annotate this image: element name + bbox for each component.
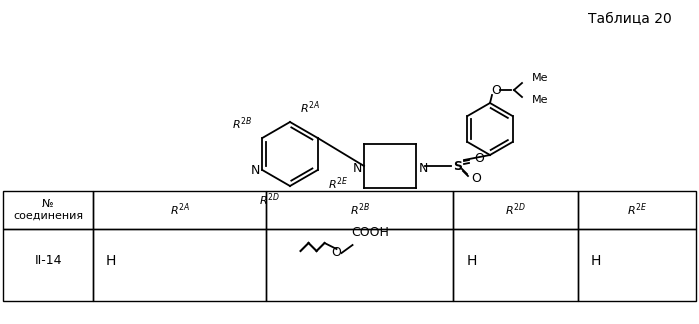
Text: $R^{2A}$: $R^{2A}$ bbox=[170, 202, 190, 218]
Text: S: S bbox=[454, 159, 463, 172]
Text: O: O bbox=[471, 172, 481, 186]
Bar bbox=[578, 229, 696, 301]
Bar bbox=[454, 229, 578, 301]
Text: II-14: II-14 bbox=[34, 254, 62, 268]
Text: №
соединения: № соединения bbox=[13, 199, 83, 221]
Text: Me: Me bbox=[532, 95, 549, 105]
Text: N: N bbox=[352, 161, 361, 175]
Bar bbox=[266, 229, 454, 301]
Bar bbox=[266, 191, 454, 229]
Text: N: N bbox=[251, 164, 260, 177]
Text: O: O bbox=[331, 247, 342, 260]
Bar bbox=[93, 229, 266, 301]
Text: N: N bbox=[418, 161, 428, 175]
Bar bbox=[3, 191, 93, 229]
Text: $R^{2D}$: $R^{2D}$ bbox=[505, 202, 526, 218]
Text: $R^{2E}$: $R^{2E}$ bbox=[627, 202, 647, 218]
Bar bbox=[578, 191, 696, 229]
Text: Таблица 20: Таблица 20 bbox=[588, 12, 672, 26]
Text: O: O bbox=[491, 84, 501, 97]
Text: Me: Me bbox=[532, 73, 549, 83]
Text: $R^{2B}$: $R^{2B}$ bbox=[232, 116, 252, 132]
Text: H: H bbox=[106, 254, 116, 268]
Text: $R^{2A}$: $R^{2A}$ bbox=[300, 100, 320, 116]
Bar bbox=[3, 229, 93, 301]
Text: $R^{2E}$: $R^{2E}$ bbox=[328, 176, 348, 192]
Text: O: O bbox=[474, 152, 484, 165]
Text: $R^{2B}$: $R^{2B}$ bbox=[350, 202, 370, 218]
Bar bbox=[454, 191, 578, 229]
Text: COOH: COOH bbox=[352, 226, 389, 239]
Text: $R^{2D}$: $R^{2D}$ bbox=[259, 192, 280, 208]
Bar bbox=[93, 191, 266, 229]
Text: H: H bbox=[591, 254, 601, 268]
Text: H: H bbox=[466, 254, 477, 268]
